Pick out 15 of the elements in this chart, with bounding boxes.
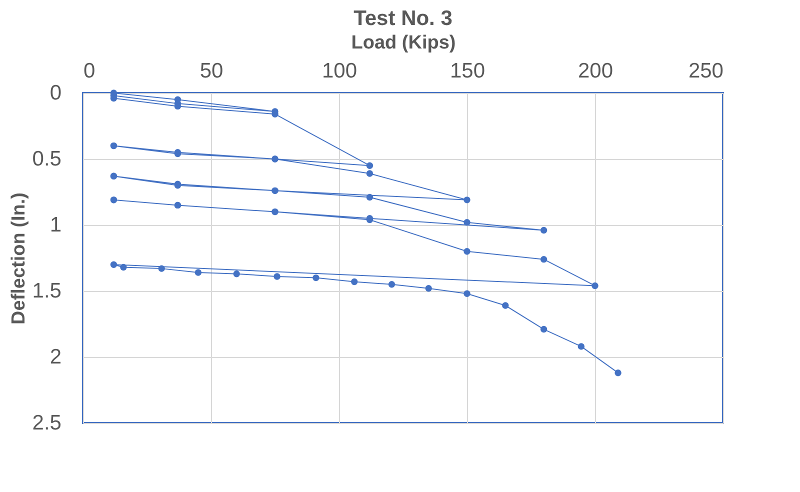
x-tick-label: 150	[450, 60, 486, 82]
x-tick-label: 50	[200, 60, 224, 82]
y-tick-label: 0.5	[32, 148, 62, 170]
chart-title: Test No. 3	[354, 7, 452, 30]
x-tick-label: 100	[322, 60, 358, 82]
x-tick-label: 200	[578, 60, 614, 82]
y-tick-label: 2.5	[32, 412, 62, 434]
y-tick-label: 1	[50, 214, 62, 236]
y-tick-label: 2	[50, 346, 62, 368]
y-axis-title: Deflection (In.)	[8, 192, 30, 324]
y-tick-label: 0	[50, 82, 62, 104]
y-tick-label: 1.5	[32, 280, 62, 302]
x-tick-label: 0	[84, 60, 96, 82]
x-axis-title: Load (Kips)	[351, 32, 456, 54]
x-tick-label: 250	[688, 60, 724, 82]
